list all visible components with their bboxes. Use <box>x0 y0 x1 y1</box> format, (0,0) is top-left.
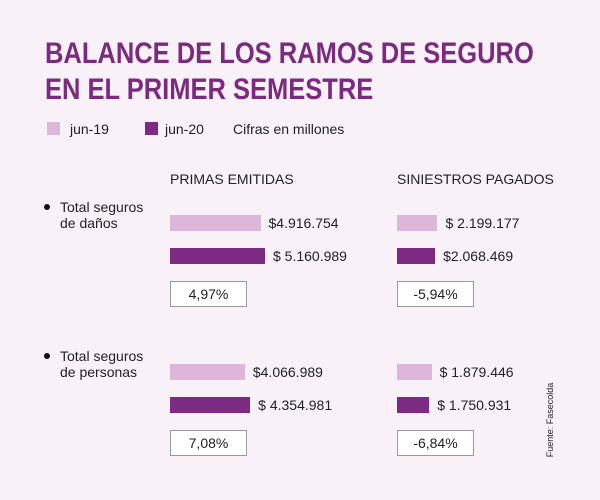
panel-header: PRIMAS EMITIDAS <box>170 171 294 187</box>
bar <box>170 397 251 413</box>
value-label: $2.068.469 <box>443 248 514 264</box>
value-label: $ 4.354.981 <box>258 397 333 413</box>
value-label: $ 1.750.931 <box>437 397 512 413</box>
legend-label: jun-20 <box>165 121 204 137</box>
category-label: Total seguros de daños <box>60 199 144 231</box>
bullet <box>44 353 50 359</box>
change-box: 7,08% <box>170 430 247 456</box>
value-label: $4.916.754 <box>268 215 339 231</box>
value-label: $ 5.160.989 <box>273 248 347 264</box>
bar <box>170 364 245 380</box>
bar <box>397 364 432 380</box>
bar <box>397 397 430 413</box>
legend-swatch <box>47 122 60 135</box>
panel-header: SINIESTROS PAGADOS <box>397 171 554 187</box>
value-label: $ 1.879.446 <box>439 364 514 380</box>
bar <box>170 215 261 231</box>
value-label: $ 2.199.177 <box>445 215 520 231</box>
category-label: Total seguros de personas <box>60 348 144 380</box>
legend-swatch <box>145 122 158 135</box>
change-box: -6,84% <box>397 430 474 456</box>
bullet <box>44 204 50 210</box>
chart-title: BALANCE DE LOS RAMOS DE SEGURO EN EL PRI… <box>45 37 534 106</box>
legend-label: jun-19 <box>70 121 109 137</box>
value-label: $4.066.989 <box>252 364 323 380</box>
bar <box>397 215 438 231</box>
bar <box>397 248 436 264</box>
change-box: -5,94% <box>397 281 474 307</box>
subtitle: Cifras en millones <box>233 121 345 137</box>
bar <box>170 248 265 264</box>
change-box: 4,97% <box>170 281 247 307</box>
source: Fuente: Fasecolda <box>545 382 555 458</box>
